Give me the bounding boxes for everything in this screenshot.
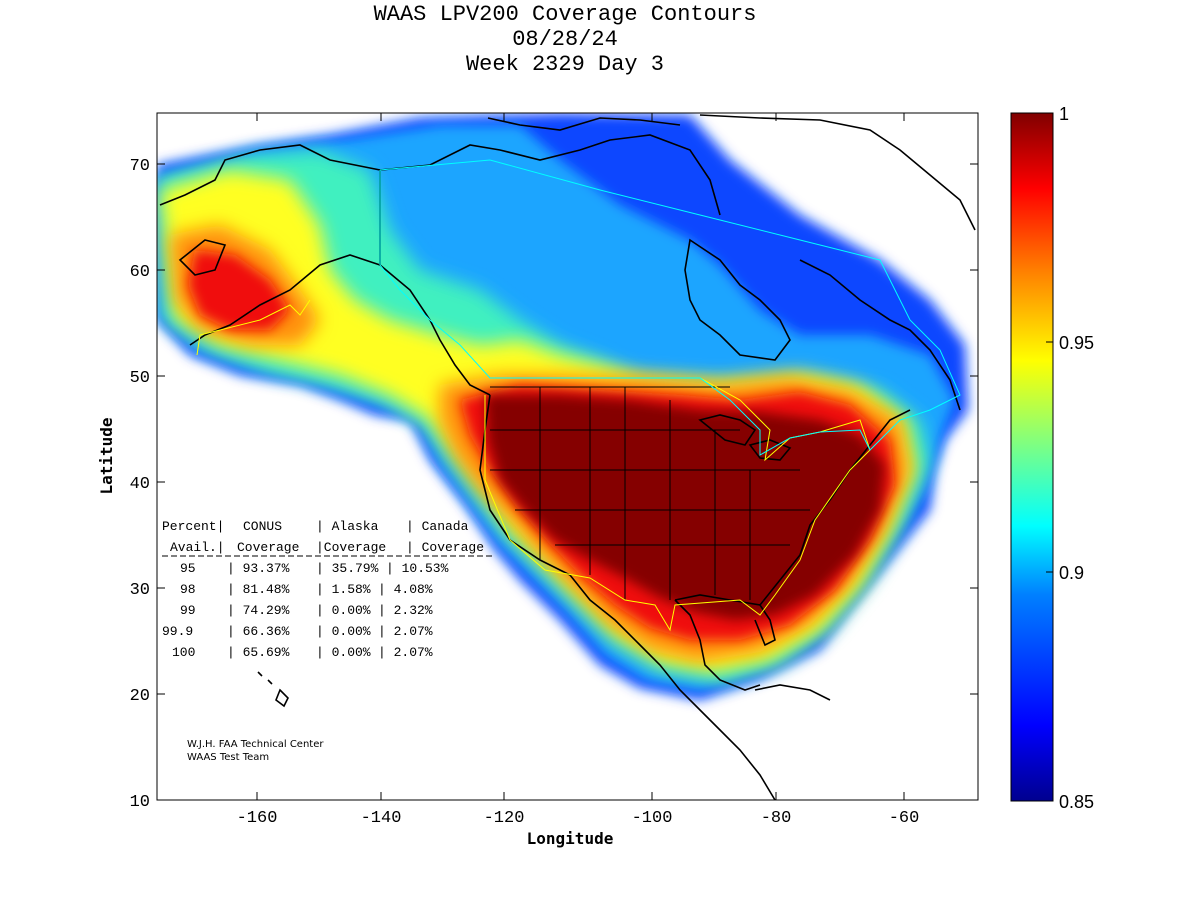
table-header-percent: Percent| <box>162 519 224 534</box>
table-cell: | 10.53% <box>386 561 449 576</box>
chart-date: 08/28/24 <box>512 27 618 52</box>
table-cell: | 81.48% <box>227 582 290 597</box>
table-cell: | 2.07% <box>378 645 433 660</box>
y-tick-label: 50 <box>130 369 150 388</box>
table-cell: 95 <box>180 561 196 576</box>
table-cell: 99 <box>180 603 196 618</box>
canada-boundary <box>379 159 961 456</box>
table-cell: | 66.36% <box>227 624 290 639</box>
table-cell: | 0.00% <box>316 603 371 618</box>
x-tick-label: -80 <box>761 809 792 828</box>
colorbar-label: 1 <box>1059 104 1069 124</box>
availability-table: Percent| CONUS | Alaska | Canada Avail.|… <box>162 519 492 660</box>
table-cell: | 1.58% <box>316 582 371 597</box>
table-cell: | 0.00% <box>316 645 371 660</box>
table-cell: 98 <box>180 582 196 597</box>
table-cell: | 93.37% <box>227 561 290 576</box>
table-header-conus: CONUS <box>243 519 282 534</box>
table-header-alaska: | Alaska <box>316 519 379 534</box>
state-boundaries <box>490 386 810 600</box>
y-tick-label: 30 <box>130 581 150 600</box>
alaska-boundary <box>196 299 311 356</box>
chart-title: WAAS LPV200 Coverage Contours <box>373 2 757 27</box>
table-cell: | 65.69% <box>227 645 290 660</box>
x-tick-label: -140 <box>361 809 402 828</box>
table-cell: | 2.07% <box>378 624 433 639</box>
y-tick-label: 70 <box>130 157 150 176</box>
table-cell: | 0.00% <box>316 624 371 639</box>
table-cell: | 2.32% <box>378 603 433 618</box>
table-cell: | 74.29% <box>227 603 290 618</box>
x-axis-ticks <box>256 113 905 800</box>
colorbar <box>1010 112 1054 802</box>
table-subheader-alaska: |Coverage <box>316 540 386 555</box>
chart-week-day: Week 2329 Day 3 <box>465 52 665 77</box>
colorbar-label: 0.95 <box>1059 333 1094 353</box>
table-subheader-canada: | Coverage <box>406 540 484 555</box>
credit-team: WAAS Test Team <box>187 752 269 763</box>
conus-boundary <box>484 377 871 632</box>
table-cell: | 4.08% <box>378 582 433 597</box>
plot-frame <box>156 112 979 801</box>
colorbar-label: 0.85 <box>1059 792 1094 812</box>
colorbar-label: 0.9 <box>1059 563 1084 583</box>
colorbar-ticks <box>1046 112 1053 802</box>
table-subheader-avail: Avail.| <box>170 540 225 555</box>
table-cell: | 35.79% <box>316 561 379 576</box>
x-tick-label: -60 <box>889 809 920 828</box>
x-tick-label: -120 <box>484 809 525 828</box>
x-tick-label: -100 <box>632 809 673 828</box>
y-axis-title: Latitude <box>97 417 116 494</box>
table-cell: 99.9 <box>162 624 193 639</box>
y-tick-label: 20 <box>130 687 150 706</box>
table-cell: 100 <box>172 645 195 660</box>
y-axis-ticks <box>157 163 978 801</box>
x-tick-label: -160 <box>237 809 278 828</box>
y-tick-label: 10 <box>130 793 150 812</box>
x-axis-title: Longitude <box>527 829 614 848</box>
y-tick-label: 60 <box>130 263 150 282</box>
table-header-canada: | Canada <box>406 519 469 534</box>
coverage-contours <box>157 113 968 700</box>
table-subheader-conus: Coverage <box>237 540 299 555</box>
credit-org: W.J.H. FAA Technical Center <box>187 739 324 750</box>
y-tick-label: 40 <box>130 475 150 494</box>
